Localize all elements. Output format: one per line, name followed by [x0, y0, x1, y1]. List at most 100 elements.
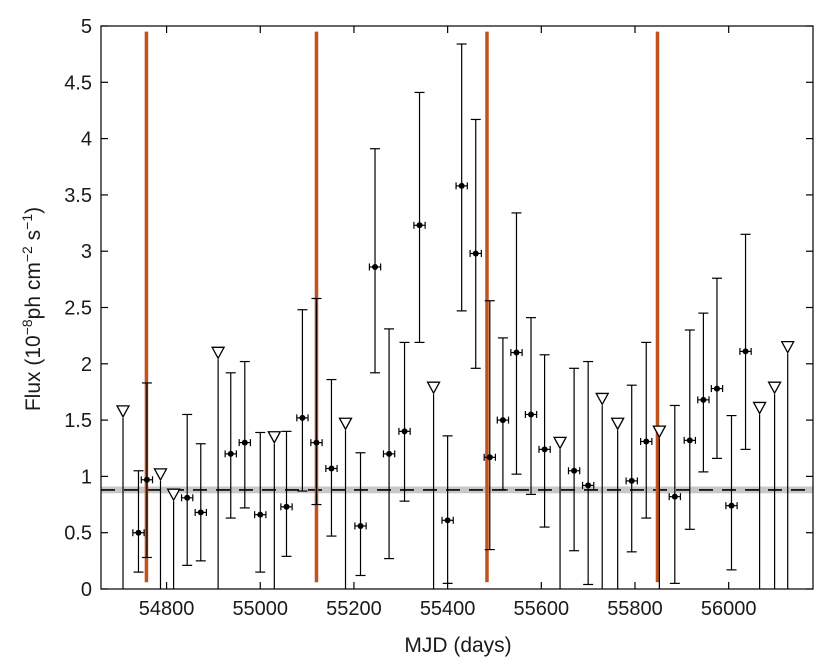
data-point — [739, 233, 752, 450]
y-axis-label-part: ) — [22, 207, 45, 214]
data-point — [354, 452, 367, 577]
y-tick-label: 4 — [81, 129, 92, 151]
upper-limit — [752, 401, 767, 589]
data-point — [180, 413, 194, 566]
upper-limit — [767, 381, 782, 589]
data-point-marker — [299, 414, 306, 421]
data-point — [455, 43, 468, 312]
data-point — [398, 341, 411, 502]
upper-limit-marker — [166, 488, 181, 502]
y-tick-label: 4.5 — [64, 72, 92, 94]
upper-limit-marker — [338, 417, 353, 431]
upper-limit — [211, 346, 226, 589]
x-tick-label: 55200 — [326, 598, 382, 620]
upper-limit — [338, 417, 353, 589]
y-axis-label-part: ph cm — [22, 262, 45, 319]
data-point-marker — [671, 493, 678, 500]
data-point — [668, 404, 682, 584]
data-point — [194, 443, 207, 562]
upper-limit-marker — [153, 468, 168, 482]
upper-limit-marker — [610, 417, 625, 431]
upper-limit — [652, 425, 667, 589]
y-tick-label: 2.5 — [64, 298, 92, 320]
labels-layer: MJD (days) Flux (10−8ph cm−2 s−1) — [19, 207, 512, 657]
data-point — [413, 91, 426, 344]
y-tick-label: 5 — [81, 16, 92, 38]
data-point — [280, 430, 293, 557]
data-point — [382, 328, 396, 560]
data-point-marker — [283, 503, 290, 510]
data-point-marker — [643, 438, 650, 445]
y-tick-label: 3 — [81, 241, 92, 263]
upper-limit-marker — [115, 405, 131, 419]
x-tick-label: 55600 — [514, 598, 570, 620]
data-point-marker — [401, 428, 408, 435]
data-point-marker — [313, 439, 320, 446]
upper-limit — [115, 405, 131, 589]
data-point-marker — [444, 517, 451, 524]
data-point — [483, 300, 497, 551]
data-point — [132, 470, 145, 573]
data-point — [368, 148, 382, 374]
data-point — [238, 360, 252, 509]
data-point-marker — [143, 476, 150, 483]
upper-limit-marker — [780, 341, 795, 355]
data-point-marker — [386, 450, 393, 457]
data-point — [625, 384, 638, 553]
data-point — [224, 372, 237, 519]
data-point — [254, 431, 267, 573]
upper-limit — [166, 488, 181, 589]
y-axis-label-part: Flux (10 — [22, 335, 45, 411]
upper-limit-marker — [595, 392, 610, 406]
data-point-marker — [184, 494, 191, 501]
upper-limit — [780, 341, 795, 589]
data-point-marker — [135, 529, 142, 536]
data-point-marker — [328, 465, 335, 472]
data-point — [710, 277, 724, 459]
upper-limit — [610, 417, 625, 589]
data-point-marker — [686, 437, 693, 444]
upper-limit-marker — [752, 401, 767, 415]
data-point-marker — [257, 511, 264, 518]
data-point — [538, 354, 551, 528]
y-tick-label: 3.5 — [64, 185, 92, 207]
data-point-marker — [528, 411, 535, 418]
data-point-marker — [742, 348, 749, 355]
data-point-marker — [700, 396, 707, 403]
data-point — [725, 414, 738, 571]
y-axis-label-exponent: −1 — [19, 214, 35, 230]
upper-limit — [552, 436, 568, 589]
data-point-marker — [628, 477, 635, 484]
data-point — [510, 212, 523, 475]
upper-limit — [267, 431, 282, 589]
data-point — [325, 378, 338, 537]
y-axis-label-part: s — [22, 230, 45, 246]
data-point-marker — [357, 522, 364, 529]
y-tick-label: 0 — [81, 579, 92, 601]
data-point — [524, 317, 538, 496]
data-point-marker — [571, 467, 578, 474]
data-point-marker — [472, 250, 479, 257]
data-point-marker — [713, 385, 720, 392]
upper-limit-marker — [211, 346, 226, 360]
data-point — [469, 118, 482, 369]
y-tick-label: 0.5 — [64, 523, 92, 545]
data-point — [140, 382, 154, 559]
x-tick-label: 55000 — [232, 598, 288, 620]
upper-limit-marker — [767, 381, 782, 395]
data-point-marker — [728, 502, 735, 509]
data-point — [296, 309, 309, 492]
data-point — [640, 341, 653, 519]
data-layer — [115, 43, 795, 589]
data-point-marker — [513, 349, 520, 356]
data-point-marker — [486, 454, 493, 461]
x-tick-label: 55800 — [607, 598, 663, 620]
y-axis-label: Flux (10−8ph cm−2 s−1) — [19, 207, 45, 411]
upper-limit — [426, 381, 441, 589]
data-point — [697, 312, 710, 473]
y-axis-label-exponent: −2 — [19, 246, 35, 262]
data-point — [683, 329, 697, 530]
data-point-marker — [227, 450, 234, 457]
